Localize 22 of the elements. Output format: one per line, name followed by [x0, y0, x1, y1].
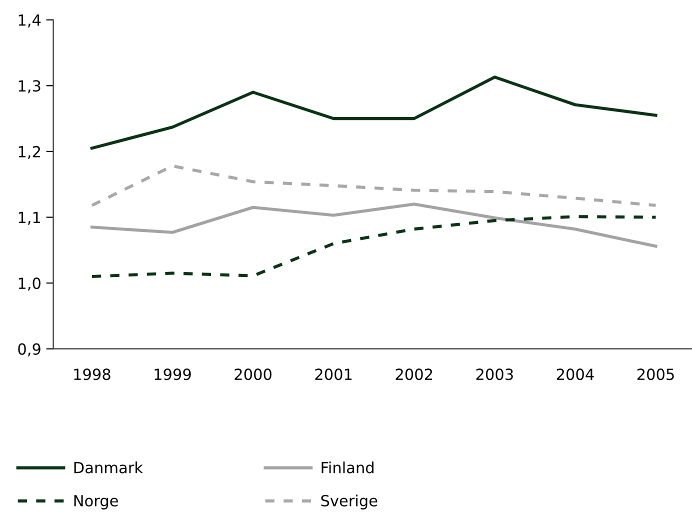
- x-tick-label: 2003: [476, 368, 513, 380]
- y-tick-label: 1,2: [18, 146, 40, 160]
- y-tick-label: 1,3: [18, 80, 40, 94]
- y-tick-label: 1,0: [18, 278, 40, 291]
- x-tick-label: 2001: [315, 368, 352, 380]
- x-tick-label: 2004: [556, 368, 594, 380]
- line-series: [90, 202, 658, 248]
- line-series: [90, 164, 658, 207]
- x-tick-label: 2005: [637, 368, 674, 380]
- x-tick-label: 1999: [154, 368, 191, 380]
- y-tick-label: 0,9: [18, 343, 40, 356]
- y-tick-label: 1,1: [18, 212, 40, 225]
- line-series: [90, 215, 658, 278]
- legend-label: Finland: [322, 462, 374, 474]
- x-tick-label: 2000: [234, 368, 272, 380]
- x-tick-label: 2002: [396, 368, 432, 380]
- x-tick-label: 1998: [74, 368, 110, 380]
- legend-label: Sverige: [321, 494, 378, 510]
- line-series: [90, 76, 658, 150]
- y-tick-label: 1,4: [18, 14, 41, 28]
- legend-label: Norge: [74, 495, 118, 510]
- legend-label: Danmark: [74, 462, 143, 474]
